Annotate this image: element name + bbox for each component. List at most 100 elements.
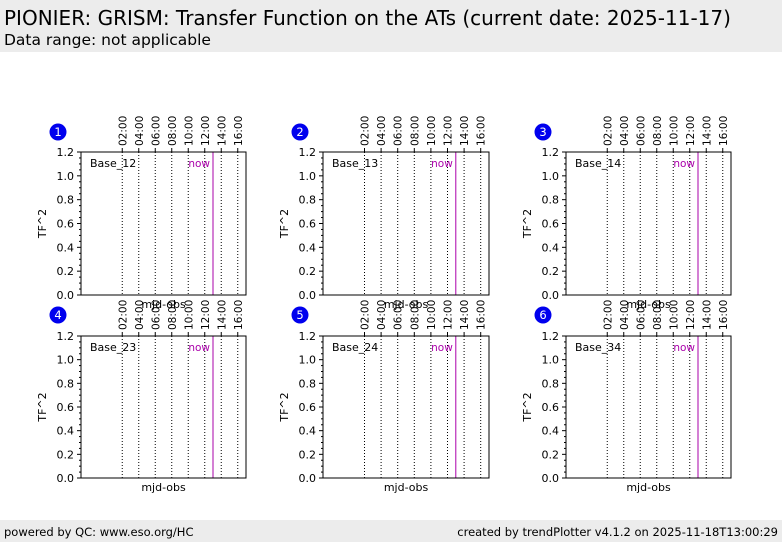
x-tick-label: 04:00: [134, 300, 146, 330]
page-title: PIONIER: GRISM: Transfer Function on the…: [4, 6, 731, 30]
panel-number-badge: [291, 306, 309, 324]
baseline-label: Base_24: [332, 341, 378, 354]
baseline-label: Base_12: [90, 157, 136, 170]
baseline-label: Base_23: [90, 341, 136, 354]
x-tick-label: 10:00: [668, 300, 680, 330]
y-tick-label: 0.0: [299, 472, 317, 485]
x-axis-label: mjd-obs: [626, 298, 671, 311]
x-tick-label: 14:00: [701, 300, 713, 330]
x-tick-label: 10:00: [183, 116, 195, 146]
y-tick-label: 0.2: [57, 448, 75, 461]
x-tick-label: 04:00: [619, 300, 631, 330]
y-tick-label: 1.2: [542, 146, 560, 159]
x-tick-label: 08:00: [409, 300, 421, 330]
panel-number: 5: [296, 308, 303, 322]
y-axis-label: TF^2: [278, 209, 291, 239]
x-tick-label: 02:00: [360, 116, 372, 146]
panel-number: 3: [539, 125, 546, 139]
y-tick-label: 1.2: [57, 146, 75, 159]
page-subtitle: Data range: not applicable: [4, 31, 211, 49]
y-axis-label: TF^2: [36, 209, 49, 239]
panel-number: 4: [54, 308, 61, 322]
y-tick-label: 1.2: [57, 330, 75, 343]
panel-number-badge: [291, 123, 309, 141]
y-tick-label: 0.0: [542, 289, 560, 302]
panel-number-badge: [49, 123, 67, 141]
y-tick-label: 0.0: [542, 472, 560, 485]
x-tick-label: 16:00: [476, 300, 488, 330]
now-label: now: [673, 158, 695, 170]
x-tick-label: 16:00: [233, 116, 245, 146]
x-tick-label: 14:00: [459, 116, 471, 146]
x-tick-label: 16:00: [718, 300, 730, 330]
panel-number: 1: [54, 125, 61, 139]
now-label: now: [673, 342, 695, 354]
baseline-label: Base_34: [575, 341, 621, 354]
y-tick-label: 1.2: [299, 146, 317, 159]
panel-number-badge: [49, 306, 67, 324]
plot-frame: [322, 335, 490, 479]
y-axis-label: TF^2: [521, 392, 534, 422]
panel-number-badge: [534, 123, 552, 141]
x-tick-label: 02:00: [117, 116, 129, 146]
x-tick-label: 08:00: [652, 300, 664, 330]
x-tick-label: 06:00: [150, 116, 162, 146]
y-tick-label: 0.8: [542, 194, 560, 207]
x-tick-label: 06:00: [150, 300, 162, 330]
baseline-label: Base_13: [332, 157, 378, 170]
x-tick-label: 10:00: [426, 116, 438, 146]
x-tick-label: 02:00: [602, 116, 614, 146]
x-tick-label: 06:00: [635, 116, 647, 146]
y-tick-label: 0.2: [542, 448, 560, 461]
x-tick-label: 14:00: [459, 300, 471, 330]
x-tick-label: 16:00: [233, 300, 245, 330]
y-tick-label: 1.2: [542, 330, 560, 343]
y-tick-label: 0.2: [299, 448, 317, 461]
y-tick-label: 1.0: [299, 354, 317, 367]
plot-frame: [80, 151, 247, 296]
y-tick-label: 1.0: [57, 170, 75, 183]
header-bar: PIONIER: GRISM: Transfer Function on the…: [0, 0, 782, 52]
y-tick-label: 0.2: [542, 265, 560, 278]
x-tick-label: 06:00: [393, 116, 405, 146]
y-tick-label: 0.2: [57, 265, 75, 278]
y-tick-label: 0.6: [57, 401, 75, 414]
y-tick-label: 0.4: [57, 425, 75, 438]
x-tick-label: 04:00: [619, 116, 631, 146]
x-tick-label: 10:00: [668, 116, 680, 146]
y-axis-label: TF^2: [521, 209, 534, 239]
y-tick-label: 1.0: [299, 170, 317, 183]
x-axis-label: mjd-obs: [141, 298, 186, 311]
x-tick-label: 16:00: [718, 116, 730, 146]
baseline-label: Base_14: [575, 157, 621, 170]
y-tick-label: 1.0: [542, 170, 560, 183]
x-axis-label: mjd-obs: [384, 298, 429, 311]
y-tick-label: 0.2: [299, 265, 317, 278]
x-axis-label: mjd-obs: [384, 481, 429, 494]
y-tick-label: 0.4: [542, 241, 560, 254]
x-tick-label: 06:00: [393, 300, 405, 330]
x-tick-label: 12:00: [685, 116, 697, 146]
y-axis-label: TF^2: [36, 392, 49, 422]
y-tick-label: 1.0: [57, 354, 75, 367]
y-tick-label: 0.6: [57, 218, 75, 231]
x-tick-label: 12:00: [200, 300, 212, 330]
x-tick-label: 16:00: [476, 116, 488, 146]
x-tick-label: 04:00: [376, 116, 388, 146]
footer-bar: powered by QC: www.eso.org/HC created by…: [0, 520, 782, 542]
now-label: now: [188, 342, 210, 354]
footer-generator: created by trendPlotter v4.1.2 on 2025-1…: [457, 525, 778, 539]
x-tick-label: 08:00: [167, 300, 179, 330]
x-tick-label: 02:00: [602, 300, 614, 330]
x-tick-label: 10:00: [426, 300, 438, 330]
y-tick-label: 0.6: [299, 218, 317, 231]
x-axis-label: mjd-obs: [141, 481, 186, 494]
x-tick-label: 04:00: [134, 116, 146, 146]
x-tick-label: 04:00: [376, 300, 388, 330]
x-tick-label: 12:00: [443, 300, 455, 330]
y-tick-label: 1.0: [542, 354, 560, 367]
y-tick-label: 0.4: [299, 241, 317, 254]
y-tick-label: 0.8: [57, 194, 75, 207]
x-tick-label: 14:00: [701, 116, 713, 146]
